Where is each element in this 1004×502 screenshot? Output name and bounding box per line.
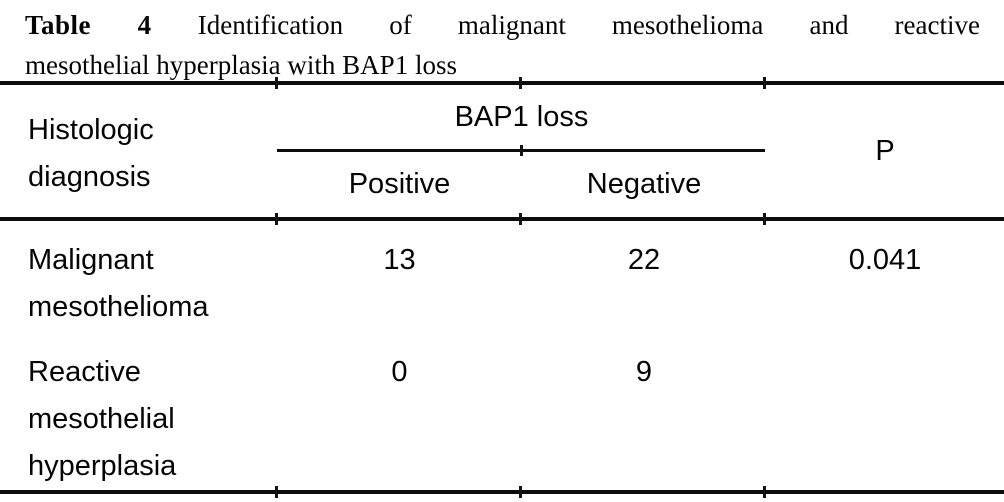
diagnosis-line-2: mesothelioma [28, 291, 209, 323]
caption-line-1: Table 4 Identification of malignant meso… [25, 5, 980, 45]
diagnosis-line-1: Malignant [28, 244, 154, 276]
table-row-malignant-mesothelioma: Malignant mesothelioma 13 22 0.041 [0, 221, 1004, 333]
cell-bap1-positive-count: 13 [383, 244, 416, 276]
column-boundary-tick [520, 145, 523, 156]
column-boundary-tick [275, 77, 278, 89]
horizontal-rule-bottom [0, 486, 1004, 498]
column-boundary-tick [519, 486, 522, 498]
header-histologic-diagnosis: Histologic diagnosis [0, 85, 277, 217]
column-boundary-tick [275, 213, 278, 225]
caption-table-number: Table 4 [25, 10, 152, 40]
column-boundary-tick [519, 213, 522, 225]
group-header-label-box: BAP1 loss [277, 85, 766, 149]
table-header-row: Histologic diagnosis BAP1 loss Positive … [0, 85, 1004, 217]
diagnosis-line-2: mesothelial [28, 403, 175, 435]
column-boundary-tick [519, 77, 522, 89]
header-p-value: P [875, 134, 895, 167]
cell-diagnosis: Malignant mesothelioma [0, 237, 277, 331]
cell-p-value [766, 349, 1004, 490]
group-header-underline [277, 145, 765, 156]
cell-bap1-negative-count: 22 [627, 244, 661, 276]
group-header-bap1-loss: BAP1 loss [454, 100, 589, 133]
cell-bap1-negative-count: 9 [635, 356, 653, 388]
sub-header-negative: Negative [586, 168, 702, 200]
cell-p-value: 0.041 [848, 244, 922, 276]
header-histologic-line-2: diagnosis [28, 161, 151, 193]
column-boundary-tick [275, 486, 278, 498]
column-boundary-tick [763, 77, 766, 89]
column-boundary-tick [763, 486, 766, 498]
horizontal-rule-header-divider [0, 213, 1004, 225]
table-row-reactive-mesothelial-hyperplasia: Reactive mesothelial hyperplasia 0 9 [0, 333, 1004, 490]
horizontal-rule-top [0, 77, 1004, 89]
cell-bap1-positive-count: 0 [391, 356, 408, 388]
cell-diagnosis: Reactive mesothelial hyperplasia [0, 349, 277, 490]
table-caption: Table 4 Identification of malignant meso… [0, 0, 1004, 81]
caption-line-2: mesothelial hyperplasia with BAP1 loss [25, 50, 457, 80]
sub-header-positive: Positive [348, 168, 451, 200]
diagnosis-line-3: hyperplasia [28, 450, 177, 482]
column-boundary-tick [763, 213, 766, 225]
header-histologic-line-1: Histologic [28, 114, 154, 146]
sub-header-row: Positive Negative [277, 152, 766, 217]
caption-line-1-text: Identification of malignant mesothelioma… [197, 10, 980, 40]
header-group-bap1-loss: BAP1 loss Positive Negative [277, 85, 766, 217]
diagnosis-line-1: Reactive [28, 356, 141, 388]
